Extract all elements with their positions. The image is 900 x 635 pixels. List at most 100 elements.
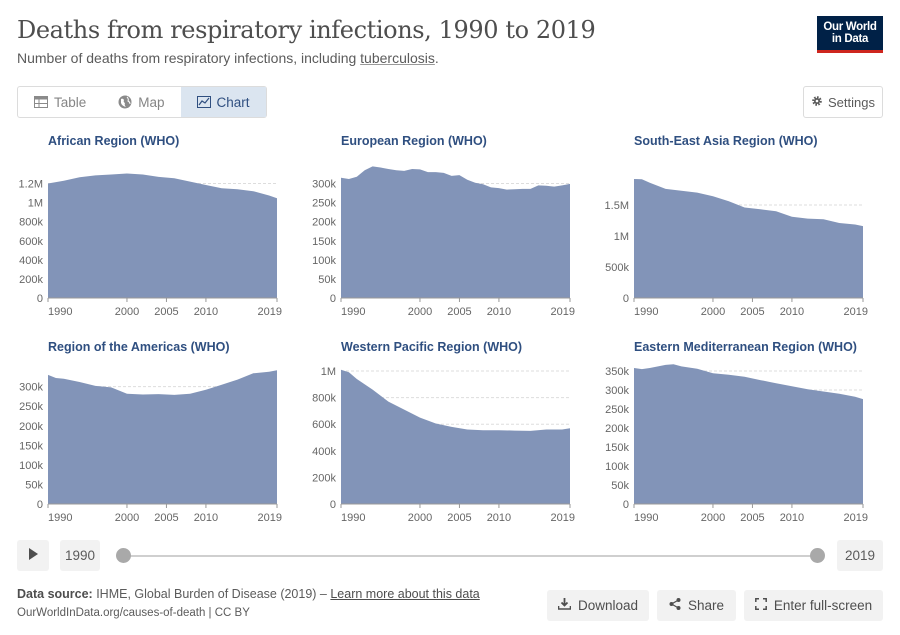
x-tick-label: 1990 bbox=[341, 306, 365, 318]
y-tick-label: 0 bbox=[37, 293, 43, 305]
share-label: Share bbox=[687, 598, 725, 613]
y-tick-label: 200k bbox=[312, 217, 336, 229]
tab-table-label: Table bbox=[54, 94, 87, 110]
y-tick-label: 0 bbox=[330, 293, 336, 305]
x-tick-label: 2019 bbox=[258, 512, 282, 524]
area-series bbox=[634, 179, 863, 298]
y-tick-label: 200k bbox=[312, 472, 336, 484]
x-tick-label: 2010 bbox=[487, 306, 511, 318]
x-tick-label: 2005 bbox=[447, 512, 471, 524]
y-tick-label: 600k bbox=[312, 419, 336, 431]
play-icon bbox=[28, 547, 38, 565]
x-tick-label: 2005 bbox=[154, 512, 178, 524]
panel-5: Eastern Mediterranean Region (WHO) 0 50k 10… bbox=[605, 340, 868, 524]
origin-url[interactable]: OurWorldInData.org/causes-of-death | CC … bbox=[17, 607, 250, 619]
timeline-end-year: 2019 bbox=[837, 540, 883, 571]
x-tick-label: 1990 bbox=[634, 512, 658, 524]
download-label: Download bbox=[577, 598, 639, 613]
y-tick-label: 400k bbox=[312, 446, 336, 458]
source-label: Data source: bbox=[17, 587, 93, 601]
x-tick-label: 2019 bbox=[844, 306, 868, 318]
settings-button[interactable]: Settings bbox=[803, 86, 883, 118]
download-icon bbox=[557, 598, 572, 613]
play-button[interactable] bbox=[17, 540, 49, 571]
y-tick-label: 150k bbox=[312, 236, 336, 248]
y-tick-label: 600k bbox=[19, 236, 43, 248]
fullscreen-label: Enter full-screen bbox=[773, 598, 873, 613]
timeline-track[interactable] bbox=[123, 555, 817, 557]
y-tick-label: 1M bbox=[614, 231, 629, 243]
share-button[interactable]: Share bbox=[657, 590, 736, 621]
gear-icon bbox=[811, 95, 823, 110]
area-series bbox=[341, 166, 570, 298]
y-tick-label: 100k bbox=[19, 460, 43, 472]
panel-title: Western Pacific Region (WHO) bbox=[341, 340, 522, 354]
timeline-start-handle[interactable] bbox=[116, 548, 131, 563]
tab-chart[interactable]: Chart bbox=[180, 87, 266, 117]
x-tick-label: 2010 bbox=[194, 306, 218, 318]
x-tick-label: 2010 bbox=[780, 512, 804, 524]
tab-map-label: Map bbox=[138, 94, 165, 110]
tuberculosis-link[interactable]: tuberculosis bbox=[360, 50, 435, 66]
y-tick-label: 200k bbox=[19, 421, 43, 433]
expand-icon bbox=[754, 598, 767, 613]
learn-more-link[interactable]: Learn more about this data bbox=[330, 587, 480, 601]
logo-line-2: in Data bbox=[831, 33, 869, 45]
x-tick-label: 1990 bbox=[48, 512, 72, 524]
x-tick-label: 2019 bbox=[551, 512, 575, 524]
y-tick-label: 50k bbox=[611, 480, 629, 492]
x-tick-label: 2000 bbox=[701, 512, 725, 524]
x-tick-label: 2010 bbox=[194, 512, 218, 524]
fullscreen-button[interactable]: Enter full-screen bbox=[744, 590, 883, 621]
x-tick-label: 2019 bbox=[844, 512, 868, 524]
y-tick-label: 100k bbox=[605, 461, 629, 473]
x-tick-label: 2000 bbox=[115, 512, 139, 524]
logo-line-1: Our World bbox=[823, 21, 877, 33]
timeline-start-year: 1990 bbox=[60, 540, 100, 571]
y-tick-label: 800k bbox=[19, 217, 43, 229]
y-tick-label: 1M bbox=[321, 366, 336, 378]
panel-title: African Region (WHO) bbox=[48, 134, 179, 148]
y-tick-label: 0 bbox=[623, 499, 629, 511]
x-tick-label: 1990 bbox=[48, 306, 72, 318]
view-tabs: Table Map Chart bbox=[17, 86, 267, 118]
area-series bbox=[48, 370, 277, 504]
download-button[interactable]: Download bbox=[547, 590, 649, 621]
y-tick-label: 0 bbox=[330, 499, 336, 511]
data-source: Data source: IHME, Global Burden of Dise… bbox=[17, 587, 480, 601]
x-tick-label: 2000 bbox=[115, 306, 139, 318]
x-tick-label: 2000 bbox=[408, 306, 432, 318]
share-icon bbox=[669, 598, 681, 613]
y-tick-label: 800k bbox=[312, 393, 336, 405]
x-tick-label: 2010 bbox=[487, 512, 511, 524]
small-multiples-chart: African Region (WHO) 0 200k 400k 600k 800k 1M 1… bbox=[19, 134, 868, 524]
x-tick-label: 2019 bbox=[258, 306, 282, 318]
y-tick-label: 200k bbox=[605, 423, 629, 435]
y-tick-label: 300k bbox=[605, 385, 629, 397]
y-tick-label: 300k bbox=[312, 179, 336, 191]
y-tick-label: 250k bbox=[19, 401, 43, 413]
settings-label: Settings bbox=[828, 94, 875, 110]
x-tick-label: 2005 bbox=[447, 306, 471, 318]
y-tick-label: 200k bbox=[19, 274, 43, 286]
x-tick-label: 2019 bbox=[551, 306, 575, 318]
y-tick-label: 0 bbox=[37, 499, 43, 511]
owid-logo[interactable]: Our World in Data bbox=[817, 16, 883, 53]
x-tick-label: 2000 bbox=[701, 306, 725, 318]
y-tick-label: 250k bbox=[312, 198, 336, 210]
tab-table[interactable]: Table bbox=[18, 87, 102, 117]
page-title: Deaths from respiratory infections, 1990… bbox=[17, 16, 596, 44]
panel-title: Eastern Mediterranean Region (WHO) bbox=[634, 340, 857, 354]
timeline-end-handle[interactable] bbox=[810, 548, 825, 563]
y-tick-label: 1.5M bbox=[605, 200, 629, 212]
x-tick-label: 1990 bbox=[341, 512, 365, 524]
x-tick-label: 2010 bbox=[780, 306, 804, 318]
tab-map[interactable]: Map bbox=[102, 87, 180, 117]
x-tick-label: 1990 bbox=[634, 306, 658, 318]
panel-4: Western Pacific Region (WHO) 0 200k 400k 600… bbox=[312, 340, 575, 524]
panel-0: African Region (WHO) 0 200k 400k 600k 800k 1M 1… bbox=[19, 134, 282, 318]
y-tick-label: 50k bbox=[318, 274, 336, 286]
y-tick-label: 1M bbox=[28, 198, 43, 210]
panel-title: South-East Asia Region (WHO) bbox=[634, 134, 818, 148]
panel-3: Region of the Americas (WHO) 0 50k 100k 150k… bbox=[19, 340, 282, 524]
